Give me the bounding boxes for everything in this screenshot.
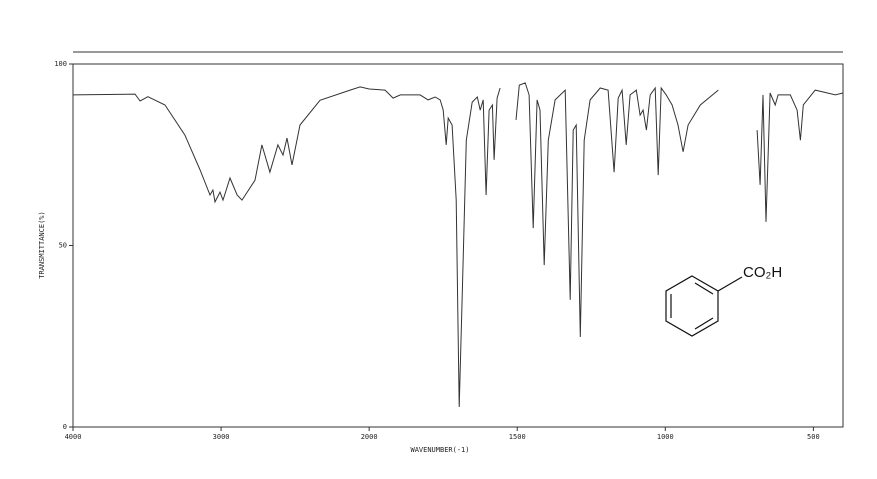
spectrum-line [72,82,844,408]
structure [665,275,743,337]
y-tick-label: 100 [54,60,67,68]
x-tick-label: 2000 [361,433,378,441]
x-tick-label: 3000 [213,433,230,441]
x-tick-label: 1500 [509,433,526,441]
y-tick-label: 0 [63,423,67,431]
structure-label: CO₂H [743,264,782,281]
x-tick-label: 500 [807,433,820,441]
x-tick-label: 4000 [65,433,82,441]
plot-frame [72,63,844,428]
y-axis-label: TRANSMITTANCE(%) [38,211,46,278]
y-tick-label: 50 [59,242,67,250]
x-axis-label: WAVENUMBER(-1) [410,446,469,454]
x-tick-label: 1000 [657,433,674,441]
